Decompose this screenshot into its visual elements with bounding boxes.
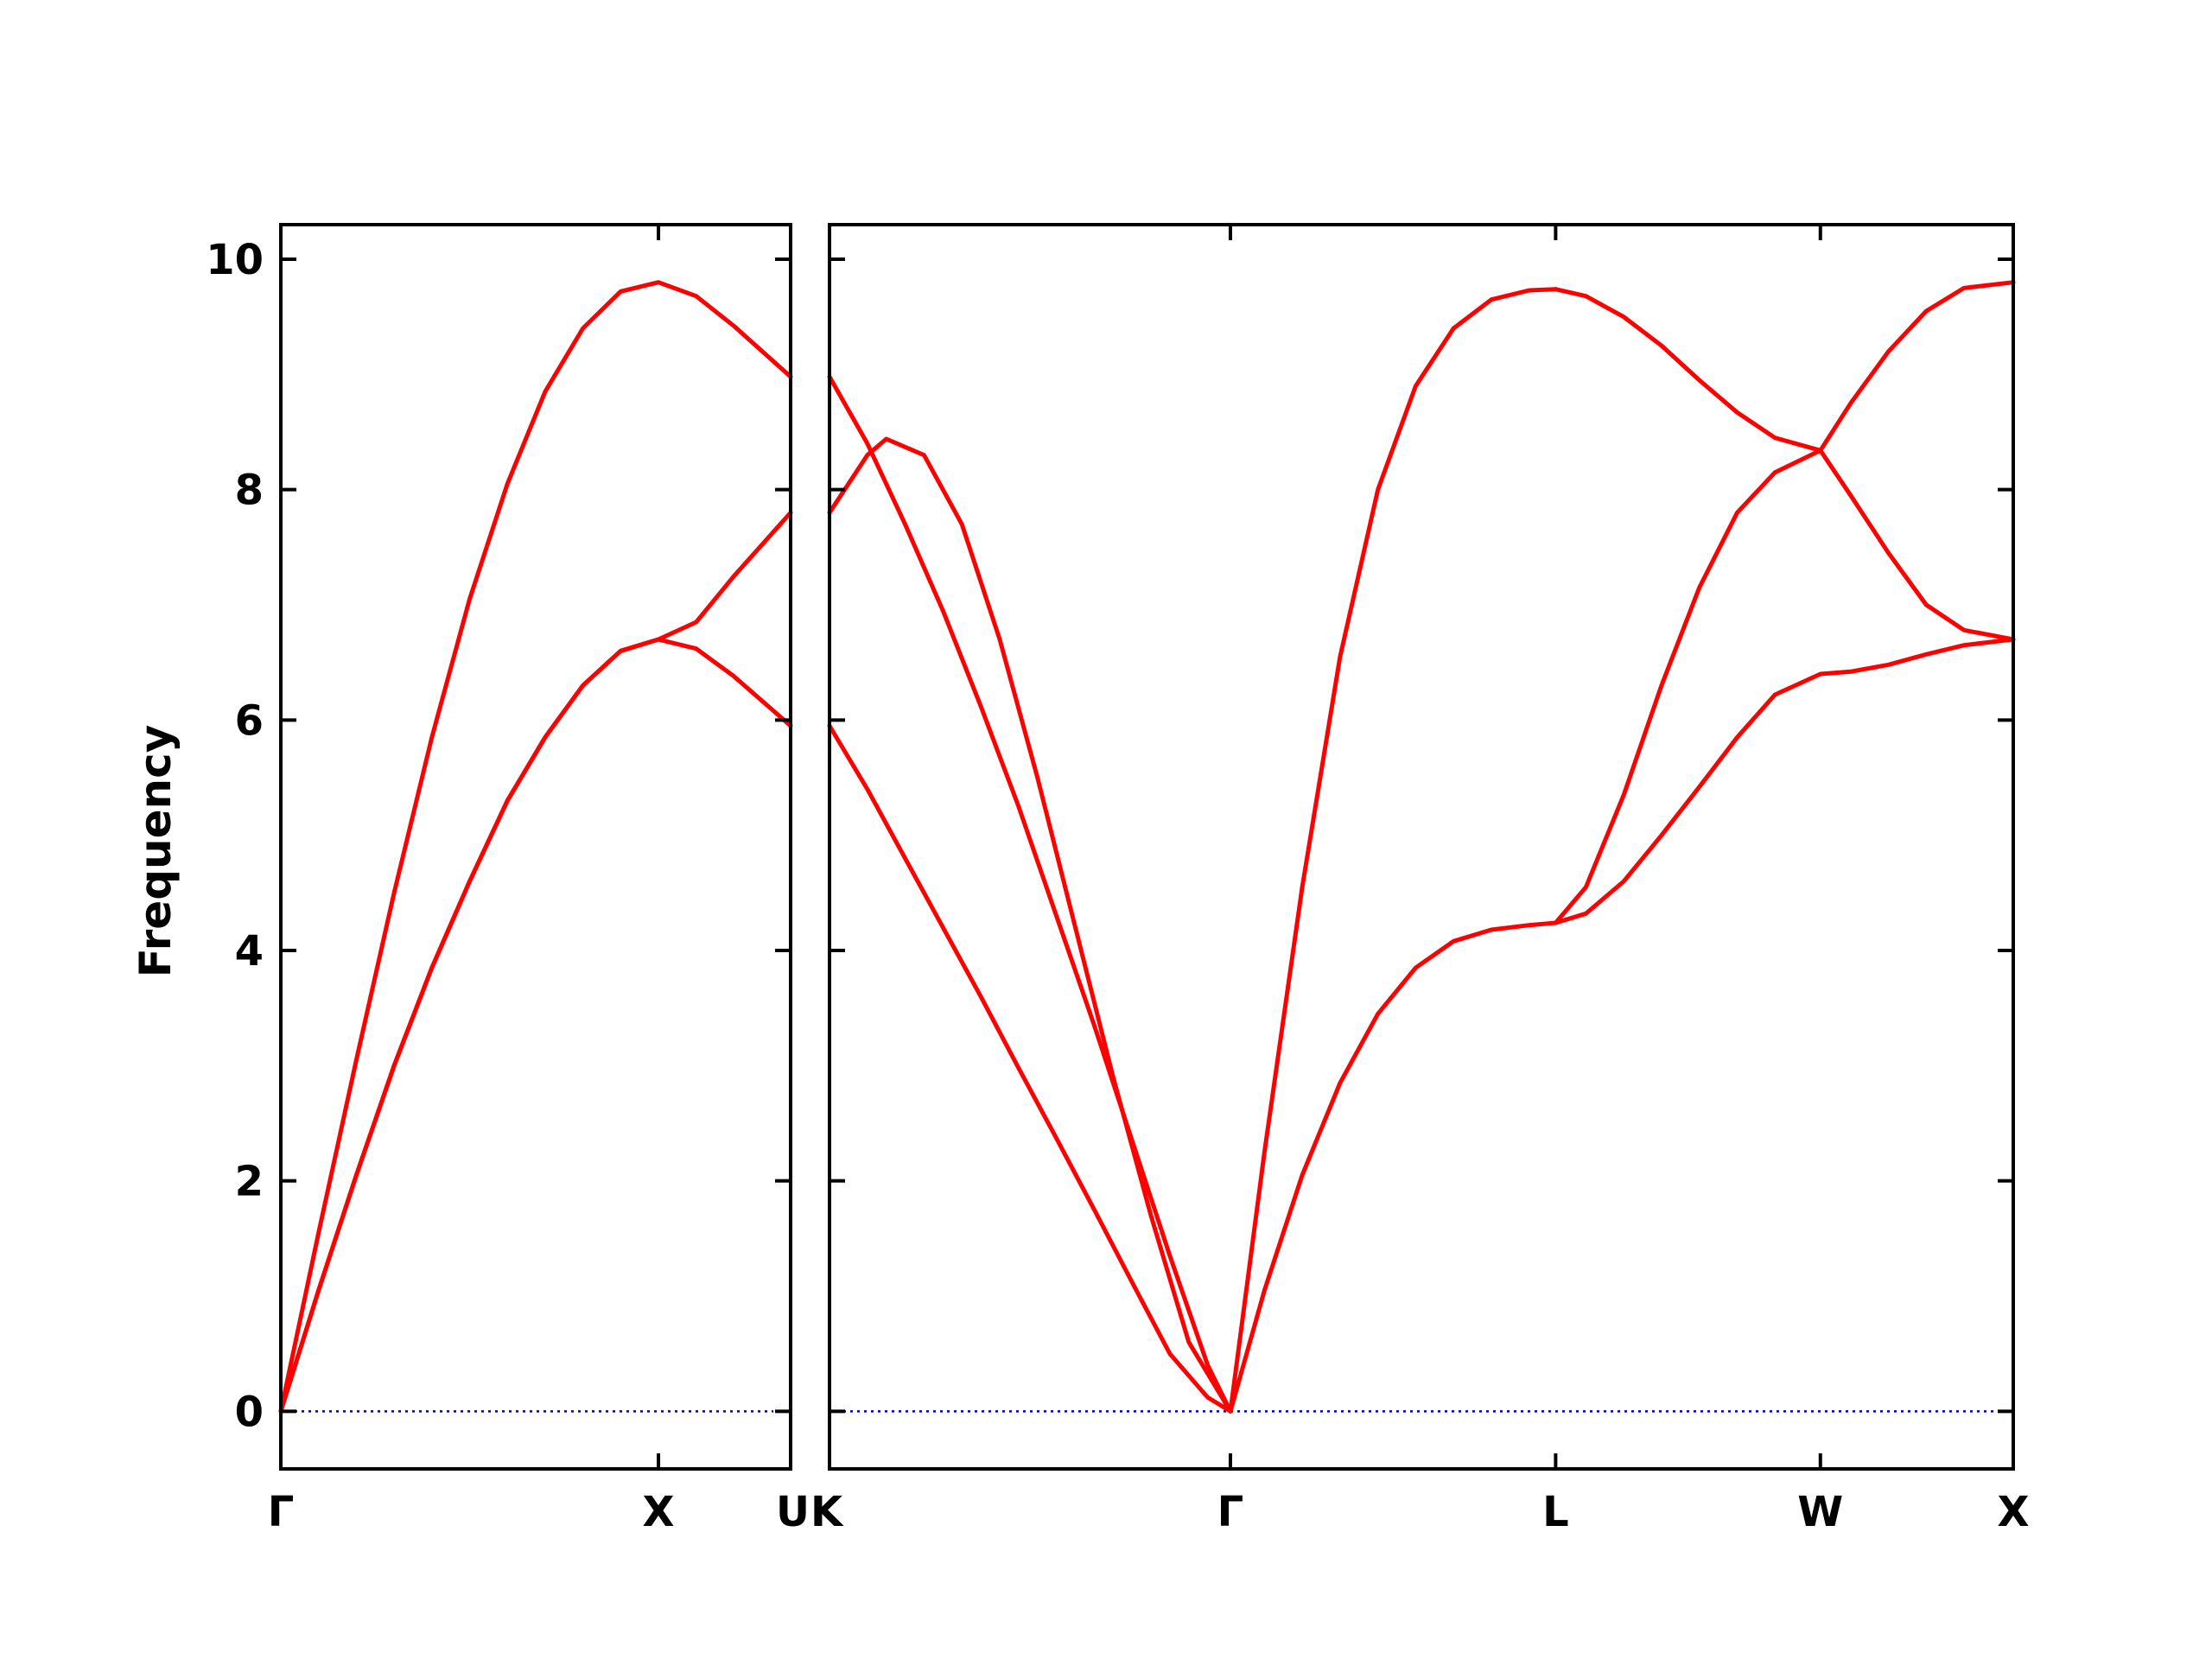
band-right-3 <box>827 436 1233 1414</box>
xtick-label-left-2: U <box>776 1488 810 1536</box>
band-right-6 <box>1553 287 2016 642</box>
xtick-label-right-1: Γ <box>1217 1488 1244 1536</box>
band-right-1 <box>827 723 1233 1414</box>
xtick-label-left-1: X <box>643 1488 675 1536</box>
band-right-4 <box>1228 920 1558 1414</box>
ytick-label-4: 4 <box>235 927 264 976</box>
band-curves <box>278 280 2016 1414</box>
panel-frame-left <box>279 223 792 1471</box>
xtick-label-right-0: K <box>810 1488 844 1536</box>
ytick-label-0: 0 <box>235 1388 264 1436</box>
y-axis-label: Frequency <box>130 725 181 978</box>
tick-marks <box>281 225 2013 1469</box>
tick-labels: Γ X U K Γ L W X 0 2 4 6 8 10 <box>206 236 2029 1536</box>
band-right-5 <box>1228 287 1558 1414</box>
xtick-label-right-2: L <box>1542 1488 1569 1536</box>
ytick-label-8: 8 <box>235 467 264 515</box>
ytick-label-2: 2 <box>235 1158 264 1206</box>
band-left-1 <box>278 280 793 1414</box>
band-right-2 <box>827 374 1233 1414</box>
band-right-7 <box>1553 280 2016 925</box>
xtick-label-left-0: Γ <box>268 1488 295 1536</box>
xtick-label-right-4: X <box>1997 1488 2029 1536</box>
panel-frame-right <box>828 223 2015 1471</box>
panel-frames <box>279 223 2015 1471</box>
band-right-8 <box>1553 637 2016 925</box>
band-left-3 <box>278 510 793 1414</box>
ytick-label-10: 10 <box>206 236 264 284</box>
xtick-label-right-3: W <box>1797 1488 1843 1536</box>
ytick-label-6: 6 <box>235 696 264 745</box>
